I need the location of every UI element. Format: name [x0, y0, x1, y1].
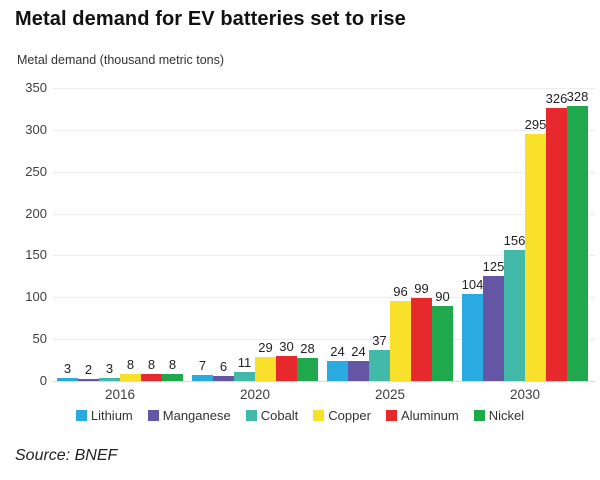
bar-lithium-2025: [327, 360, 348, 381]
bar-value-label: 328: [566, 89, 589, 105]
gridline-y-300: [53, 129, 595, 131]
legend-label: Aluminum: [400, 408, 459, 423]
bar-value-label: 30: [279, 338, 294, 354]
legend-label: Copper: [328, 408, 371, 423]
bar-value-label: 99: [414, 281, 429, 297]
legend-swatch-icon: [147, 410, 159, 421]
y-axis-tick: 250: [25, 163, 47, 179]
bar-value-label: 24: [351, 343, 366, 359]
x-axis-category-label: 2016: [104, 387, 136, 402]
bar-copper-2025: [390, 300, 411, 381]
bar-value-label: 29: [258, 339, 273, 355]
legend-item-aluminum: Aluminum: [385, 408, 459, 423]
x-axis-category-label: 2020: [239, 387, 271, 402]
bar-value-label: 2: [84, 362, 93, 378]
gridline-y-150: [53, 255, 595, 257]
legend: Lithium Manganese Cobalt Copper Aluminum Nick…: [0, 408, 600, 423]
bar-value-label: 6: [219, 358, 228, 374]
bar-value-label: 28: [300, 340, 315, 356]
legend-item-manganese: Manganese: [147, 408, 231, 423]
bar-nickel-2020: [297, 357, 318, 381]
chart-title: Metal demand for EV batteries set to ris…: [15, 8, 406, 30]
bar-value-label: 7: [198, 358, 207, 374]
legend-swatch-icon: [313, 410, 325, 421]
bar-aluminum-2025: [411, 298, 432, 381]
y-axis-label: Metal demand (thousand metric tons): [17, 53, 225, 67]
bar-lithium-2030: [462, 293, 483, 381]
x-axis-category-label: 2025: [374, 387, 406, 402]
x-axis-category-label: 2030: [509, 387, 541, 402]
bar-copper-2020: [255, 356, 276, 381]
bar-value-label: 295: [524, 117, 547, 133]
legend-swatch-icon: [75, 410, 87, 421]
y-axis-tick: 150: [25, 247, 47, 263]
bar-cobalt-2030: [504, 250, 525, 381]
bar-manganese-2020: [213, 375, 234, 381]
bar-lithium-2020: [192, 375, 213, 381]
bar-copper-2030: [525, 134, 546, 381]
bar-aluminum-2020: [276, 355, 297, 381]
bar-value-label: 11: [237, 354, 252, 370]
legend-label: Lithium: [90, 408, 133, 423]
bar-value-label: 8: [126, 357, 135, 373]
y-axis-tick: 200: [25, 205, 47, 221]
bar-value-label: 8: [168, 357, 177, 373]
legend-swatch-icon: [385, 410, 397, 421]
bar-value-label: 24: [330, 343, 345, 359]
bar-value-label: 125: [482, 259, 505, 275]
legend-label: Manganese: [162, 408, 231, 423]
bar-nickel-2025: [432, 305, 453, 381]
bar-value-label: 37: [372, 333, 387, 349]
gridline-y-0: [53, 381, 595, 382]
legend-label: Nickel: [488, 408, 525, 423]
legend-item-cobalt: Cobalt: [245, 408, 299, 423]
bar-cobalt-2016: [99, 378, 120, 381]
bar-cobalt-2020: [234, 371, 255, 381]
y-axis-tick: 350: [25, 80, 47, 95]
bar-value-label: 90: [435, 288, 450, 304]
bar-manganese-2030: [483, 276, 504, 381]
legend-item-lithium: Lithium: [75, 408, 133, 423]
gridline-y-50: [53, 339, 595, 341]
bar-aluminum-2016: [141, 374, 162, 381]
bar-cobalt-2025: [369, 350, 390, 381]
y-axis-tick: 50: [32, 331, 47, 347]
bar-manganese-2025: [348, 360, 369, 381]
legend-item-copper: Copper: [313, 408, 371, 423]
bar-nickel-2016: [162, 374, 183, 381]
legend-swatch-icon: [245, 410, 257, 421]
legend-swatch-icon: [473, 410, 485, 421]
gridline-y-200: [53, 213, 595, 215]
source-caption: Source: BNEF: [15, 447, 118, 464]
bar-copper-2016: [120, 374, 141, 381]
bar-value-label: 3: [63, 361, 72, 377]
bar-value-label: 3: [105, 361, 114, 377]
gridline-y-350: [53, 88, 595, 89]
bar-value-label: 104: [461, 276, 484, 292]
y-axis-tick: 100: [25, 289, 47, 305]
bar-value-label: 326: [545, 91, 568, 107]
bar-value-label: 8: [147, 357, 156, 373]
bar-value-label: 96: [393, 283, 408, 299]
bar-value-label: 156: [503, 233, 526, 249]
bar-manganese-2016: [78, 379, 99, 381]
gridline-y-100: [53, 297, 595, 299]
legend-item-nickel: Nickel: [473, 408, 525, 423]
bar-lithium-2016: [57, 378, 78, 381]
y-axis-tick: 300: [25, 121, 47, 137]
legend-label: Cobalt: [260, 408, 299, 423]
bar-nickel-2030: [567, 106, 588, 381]
gridline-y-250: [53, 171, 595, 173]
y-axis-tick: 0: [39, 373, 47, 388]
bar-aluminum-2030: [546, 108, 567, 381]
